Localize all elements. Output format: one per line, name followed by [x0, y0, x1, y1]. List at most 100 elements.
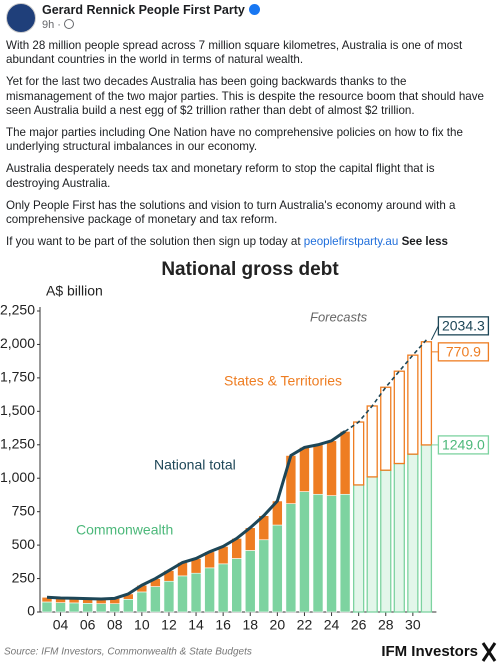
- x-tick-label: 12: [161, 617, 177, 633]
- bar-segment: [204, 567, 215, 613]
- bar-segment: [380, 386, 392, 471]
- bar-segment: [258, 539, 270, 613]
- bar-segment: [95, 603, 107, 613]
- y-tick-label: 0: [27, 603, 35, 619]
- annotation: National total: [154, 457, 236, 473]
- y-tick-label: 2,250: [0, 302, 35, 318]
- y-tick-label: 750: [12, 502, 36, 518]
- bar-segment: [285, 503, 297, 613]
- value-label-box: [437, 316, 490, 336]
- x-tick-label: 16: [215, 617, 231, 633]
- paragraph: The major parties including One Nation h…: [6, 126, 463, 154]
- bar-segment: [366, 405, 378, 478]
- value-label-box: [437, 435, 490, 455]
- post-header: Gerard Rennick People First Party 9h ·: [0, 0, 503, 36]
- bar-segment: [299, 447, 310, 492]
- bar-segment: [393, 462, 405, 613]
- x-tick-label: 14: [188, 617, 204, 633]
- y-tick-label: 1,500: [0, 402, 35, 418]
- chart: National gross debt A$ billion Forecasts…: [0, 252, 503, 665]
- annotation: States & Territories: [224, 373, 342, 389]
- y-tick-label: 500: [12, 536, 36, 552]
- bar-segment: [272, 524, 283, 613]
- annotation: Forecasts: [310, 309, 368, 324]
- value-label: 2034.3: [442, 318, 485, 334]
- y-tick-label: 2,000: [0, 335, 35, 351]
- bar-segment: [299, 491, 310, 613]
- bar-segment: [109, 603, 121, 613]
- author[interactable]: Gerard Rennick People First Party: [42, 3, 260, 17]
- bar-segment: [231, 558, 242, 613]
- bar-segment: [352, 421, 365, 486]
- source: Source: IFM Investors, Commonwealth & St…: [4, 647, 252, 658]
- bar-segment: [312, 493, 324, 613]
- x-tick-label: 30: [405, 617, 421, 633]
- chart-title: National gross debt: [161, 259, 339, 280]
- x-tick-label: 06: [80, 617, 96, 633]
- bar-segment: [41, 596, 53, 603]
- avatar[interactable]: [6, 3, 36, 33]
- bar-segment: [68, 602, 80, 613]
- value-label-box: [437, 342, 490, 362]
- bar-segment: [420, 341, 433, 446]
- annotation: Commonwealth: [76, 522, 173, 538]
- bar-segment: [123, 598, 134, 613]
- bar-segment: [150, 586, 161, 613]
- paragraph: Only People First has the solutions and …: [6, 198, 456, 227]
- bar-segment: [41, 601, 53, 613]
- x-tick-label: 04: [53, 617, 69, 633]
- verified-badge: [248, 4, 260, 15]
- time[interactable]: 9h: [42, 19, 55, 31]
- value-label: 1249.0: [442, 437, 485, 453]
- bar-segment: [366, 476, 378, 613]
- see-less[interactable]: See less: [401, 234, 448, 248]
- x-tick-label: 20: [270, 617, 286, 633]
- brand-logo: [481, 642, 497, 662]
- bar-segment: [420, 444, 433, 613]
- x-tick-label: 08: [107, 617, 123, 633]
- x-tick-label: 24: [324, 617, 340, 633]
- bar-segment: [244, 550, 256, 613]
- paragraph: With 28 million people spread across 7 m…: [6, 39, 463, 67]
- x-tick-label: 10: [134, 617, 150, 633]
- bar-segment: [82, 603, 93, 613]
- value-label: 770.9: [446, 344, 481, 360]
- total-line: [46, 430, 346, 601]
- bar-segment: [217, 563, 229, 613]
- paragraph: Australia desperately needs tax and mone…: [6, 162, 435, 190]
- bar-segment: [407, 453, 419, 613]
- bar-segment: [407, 354, 419, 455]
- total-line: [344, 339, 427, 433]
- bar-segment: [326, 495, 337, 613]
- bar-segment: [352, 484, 365, 613]
- y-axis-label: A$ billion: [46, 283, 103, 299]
- paragraph: If you want to be part of the solution t…: [6, 235, 486, 249]
- label-leader: [430, 325, 439, 341]
- author-name[interactable]: Gerard Rennick People First Party: [42, 3, 245, 17]
- y-tick-label: 1,750: [0, 369, 35, 385]
- audience-icon: [63, 19, 74, 29]
- bar-segment: [163, 580, 175, 613]
- link[interactable]: peoplefirstparty.au: [303, 234, 399, 248]
- paragraph: Yet for the last two decades Australia h…: [6, 75, 484, 118]
- bar-segment: [312, 444, 324, 495]
- y-tick-label: 1,000: [0, 469, 35, 485]
- x-tick-label: 26: [351, 617, 367, 633]
- bar-segment: [326, 440, 337, 496]
- x-tick-label: 18: [242, 617, 258, 633]
- bar-segment: [339, 431, 351, 495]
- y-tick-label: 250: [12, 569, 36, 585]
- bar-segment: [136, 591, 148, 613]
- bar-segment: [190, 572, 202, 613]
- timestamp[interactable]: 9h ·: [42, 19, 74, 31]
- bar-segment: [339, 493, 351, 613]
- bar-segment: [177, 575, 188, 613]
- post-body: With 28 million people spread across 7 m…: [6, 39, 486, 257]
- x-tick-label: 28: [378, 617, 394, 633]
- brand: IFM Investors: [381, 643, 478, 660]
- bar-segment: [393, 370, 405, 465]
- bar-segment: [380, 469, 392, 613]
- bar-segment: [55, 602, 66, 613]
- x-tick-label: 22: [297, 617, 313, 633]
